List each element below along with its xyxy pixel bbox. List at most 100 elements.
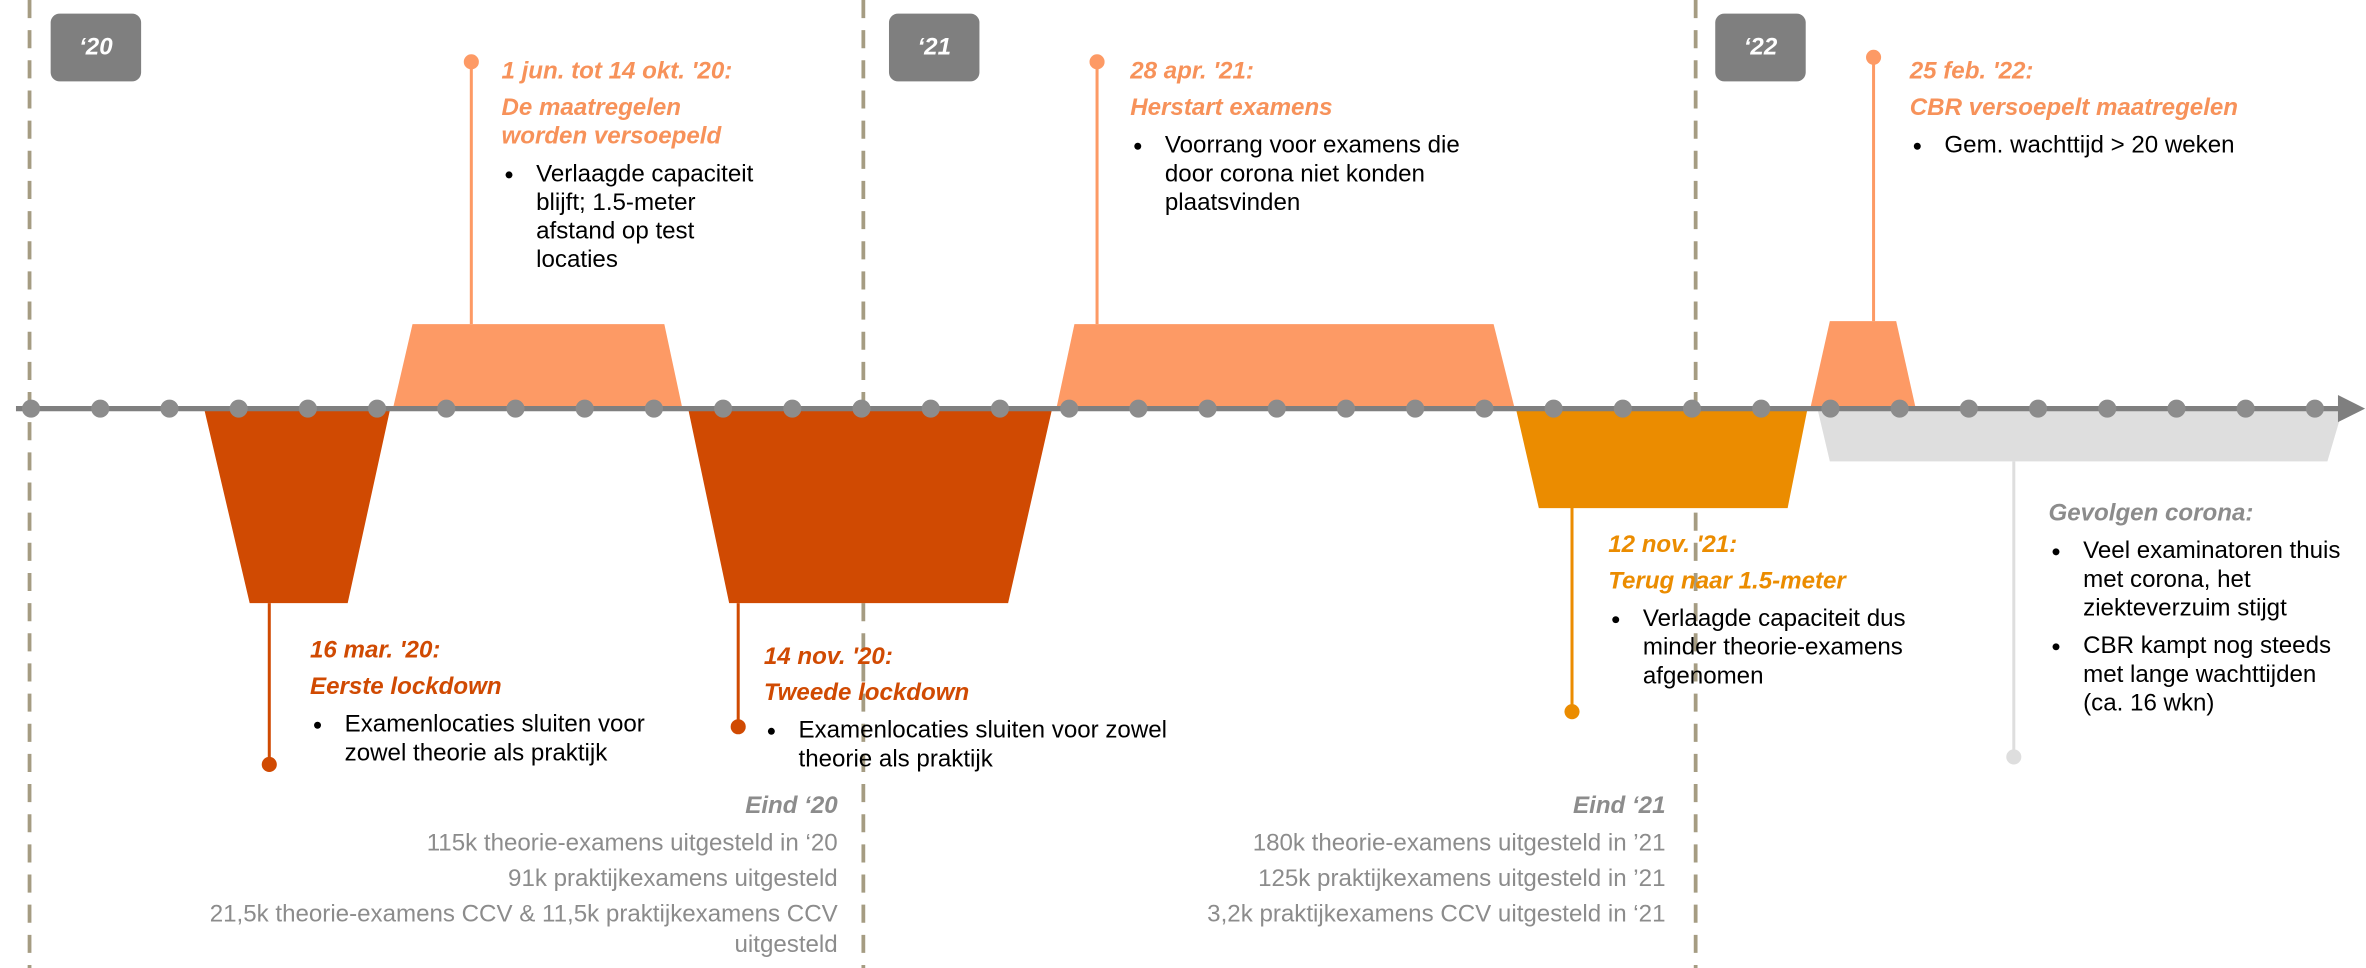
summary-line: uitgesteld	[734, 931, 837, 958]
bullet	[1134, 142, 1142, 150]
bullet-text: Verlaagde capaciteit	[536, 160, 753, 187]
axis-dot	[1060, 399, 1079, 418]
bullet-text: Examenlocaties sluiten voor	[345, 711, 645, 738]
axis-dot	[91, 399, 110, 418]
event-date: 1 jun. tot 14 okt. '20:	[501, 58, 732, 85]
bullet-text: plaatsvinden	[1165, 189, 1300, 216]
axis-dot	[1890, 399, 1909, 418]
axis-dot	[1129, 399, 1148, 418]
bullet-text: CBR kampt nog steeds	[2083, 632, 2331, 659]
bullet	[2052, 548, 2060, 556]
event-date: 25 feb. '22:	[1909, 58, 2034, 85]
axis-dot	[2029, 399, 2048, 418]
period-shape	[392, 324, 683, 409]
bullet-text: theorie als praktijk	[799, 745, 994, 772]
axis-dot	[714, 399, 733, 418]
bullet-text: afstand op test	[536, 218, 694, 245]
event-date: 14 nov. '20:	[764, 643, 893, 670]
axis-dot	[298, 399, 317, 418]
bullet-text: Verlaagde capaciteit dus	[1643, 605, 1906, 632]
bullet-text: met lange wachttijden	[2083, 661, 2316, 688]
axis-dot	[1752, 399, 1771, 418]
axis-dot	[506, 399, 525, 418]
axis-dot	[22, 399, 41, 418]
axis-dot	[1406, 399, 1425, 418]
bullet-text: Gem. wachttijd > 20 weken	[1944, 132, 2234, 159]
summary-line: 21,5k theorie-examens CCV & 11,5k prakti…	[210, 901, 838, 928]
axis-dot	[1198, 399, 1217, 418]
summary-line: 180k theorie-examens uitgesteld in ’21	[1253, 830, 1666, 857]
bullet-text: zowel theorie als praktijk	[345, 739, 609, 766]
event-title: Tweede lockdown	[764, 679, 969, 706]
axis-dot	[368, 399, 387, 418]
axis-dot	[852, 399, 871, 418]
bullet-text: ziekteverzuim stijgt	[2083, 595, 2287, 622]
axis-dot	[990, 399, 1010, 418]
event-title: Herstart examens	[1130, 94, 1332, 121]
bullet-text: afgenomen	[1643, 662, 1764, 689]
period-shape	[1056, 324, 1515, 409]
impact-shape	[1817, 410, 2343, 462]
event-dot	[1564, 704, 1580, 720]
axis-dot	[921, 399, 940, 418]
summary-title: Eind ‘21	[1573, 792, 1665, 819]
summary-title: Eind ‘20	[745, 792, 838, 819]
axis-dot	[1821, 399, 1840, 418]
impact-dot	[2006, 749, 2022, 765]
axis-dot	[783, 399, 802, 418]
event-title: CBR versoepelt maatregelen	[1910, 94, 2238, 121]
bullet-text: met corona, het	[2083, 566, 2251, 593]
event-dot	[730, 719, 746, 735]
axis-dot	[2305, 399, 2324, 418]
axis-dot	[1682, 399, 1702, 418]
summary-line: 3,2k praktijkexamens CCV uitgesteld in ‘…	[1207, 901, 1665, 928]
period-shape	[1810, 321, 1916, 409]
year-label: ‘20	[79, 34, 113, 61]
summary-line: 91k praktijkexamens uitgesteld	[508, 865, 838, 892]
period-shape	[1516, 410, 1808, 509]
year-box	[888, 13, 980, 82]
event-date: 16 mar. '20:	[310, 637, 440, 664]
year-label: ‘21	[917, 34, 951, 61]
period-shape	[688, 410, 1052, 604]
impact-title: Gevolgen corona:	[2048, 500, 2253, 527]
bullet	[505, 171, 513, 179]
bullet-text: door corona niet konden	[1165, 160, 1425, 187]
axis-dot	[1475, 399, 1494, 418]
bullet-text: Veel examinatoren thuis	[2083, 537, 2340, 564]
axis-dot	[1267, 399, 1286, 418]
year-box	[1715, 13, 1806, 82]
event-title: De maatregelen	[501, 94, 681, 121]
event-title: Eerste lockdown	[310, 673, 502, 700]
bullet-text: (ca. 16 wkn)	[2083, 690, 2214, 717]
axis-dot	[437, 399, 456, 418]
axis-dot	[160, 399, 179, 418]
event-dot	[1866, 49, 1882, 65]
bullet	[1913, 142, 1921, 150]
bullet	[1612, 616, 1620, 624]
axis-dot	[1613, 399, 1632, 418]
year-box	[50, 13, 142, 82]
axis-dot	[2098, 399, 2117, 418]
bullet-text: locaties	[536, 246, 618, 273]
bullet	[314, 721, 321, 729]
axis-arrow	[2337, 395, 2366, 423]
event-dot	[261, 756, 277, 772]
axis-dot	[1959, 399, 1978, 418]
axis-dot	[2167, 399, 2186, 418]
axis-dot	[575, 399, 594, 418]
year-label: ‘22	[1744, 34, 1778, 61]
summary-line: 115k theorie-examens uitgesteld in ‘20	[427, 830, 838, 857]
summary-line: 125k praktijkexamens uitgesteld in ’21	[1258, 865, 1665, 892]
event-dot	[463, 54, 479, 70]
event-title: Terug naar 1.5-meter	[1608, 567, 1847, 594]
event-date: 12 nov. '21:	[1608, 531, 1737, 558]
bullet	[2052, 643, 2060, 651]
axis-dot	[229, 399, 248, 418]
bullet-text: Examenlocaties sluiten voor zowel	[799, 717, 1168, 744]
event-date: 28 apr. '21:	[1129, 58, 1254, 85]
event-dot	[1089, 54, 1105, 70]
bullet	[767, 727, 775, 735]
axis-dot	[644, 399, 663, 418]
